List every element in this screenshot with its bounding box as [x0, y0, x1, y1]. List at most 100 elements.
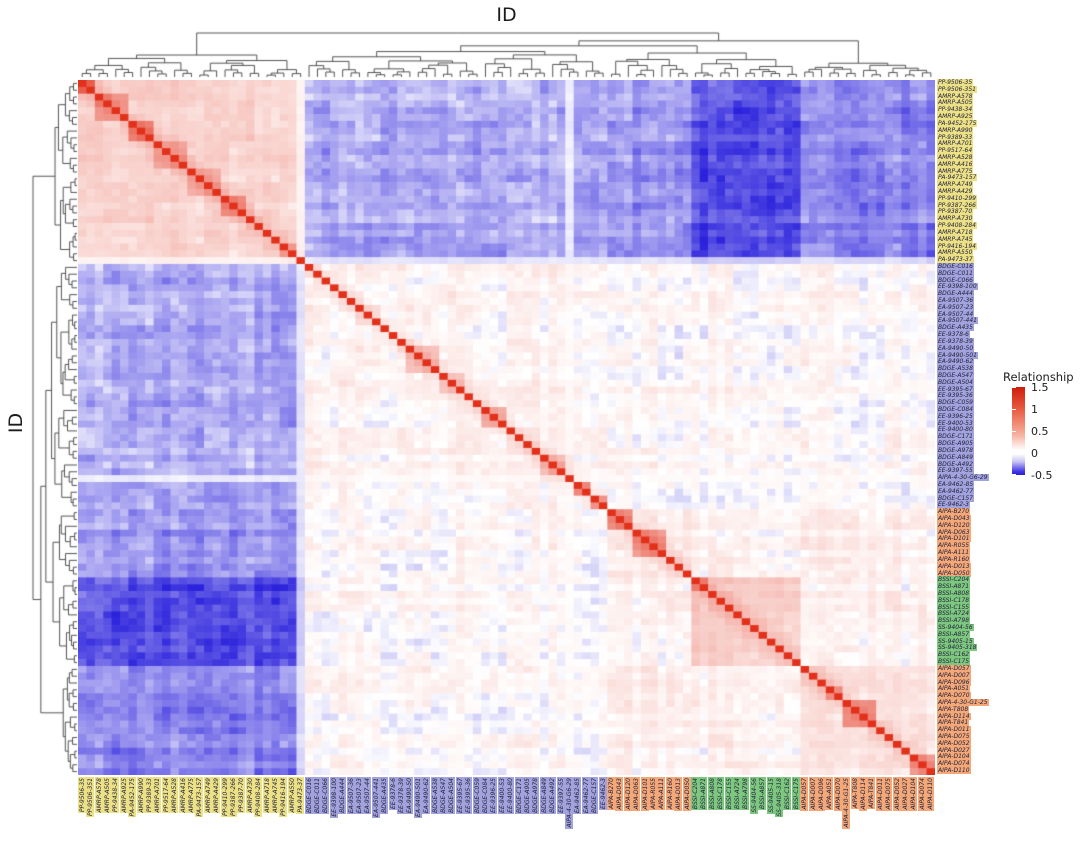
column-label: AMRP-A745 — [270, 777, 279, 814]
row-label: PP-9410-299 — [937, 194, 977, 202]
row-label: AIPA-T841 — [937, 719, 970, 727]
row-label: AMRP-A718 — [937, 228, 974, 236]
column-label: AMRP-A925 — [119, 777, 128, 814]
column-label: AMRP-A749 — [203, 777, 212, 814]
row-label: AIPA-A051 — [937, 685, 971, 693]
column-label: EE-9462-3 — [598, 777, 607, 810]
column-label: AIPA-D013 — [674, 777, 683, 811]
column-label: BDGE-C171 — [514, 777, 523, 814]
row-label: BDGE-A547 — [937, 371, 974, 379]
legend-tick-label: 0.5 — [1031, 425, 1049, 438]
column-label: PP-9517-64 — [161, 777, 170, 814]
column-label: EA-9462-77 — [581, 777, 590, 815]
row-label: PA-9452-175 — [937, 119, 978, 127]
row-label: AIPA-D101 — [937, 535, 971, 543]
column-label: EE-9395-67 — [455, 777, 464, 814]
column-label: AIPA-D063 — [632, 777, 641, 811]
column-label: EE-9378-6 — [388, 777, 397, 810]
column-label: EE-9400-53 — [497, 777, 506, 814]
column-label: EA-9490-50 — [405, 777, 414, 815]
row-label: EE-9397-55 — [937, 467, 974, 475]
row-label: EE-9400-53 — [937, 419, 974, 427]
column-label: SS-9404-56 — [749, 777, 758, 814]
column-label: AMRP-A775 — [186, 777, 195, 814]
column-label: EA-9507-23 — [354, 777, 363, 815]
column-label: BSSI-A871 — [699, 777, 708, 811]
row-label: BSSI-A808 — [937, 589, 971, 597]
row-label: BDGE-C059 — [937, 399, 974, 407]
legend-tick-label: 0 — [1031, 447, 1038, 460]
row-label: PP-9387-266 — [937, 201, 977, 209]
column-label: EE-9397-55 — [556, 777, 565, 814]
row-label: BDGE-A504 — [937, 378, 974, 386]
legend-tick-mark — [1012, 431, 1016, 432]
column-label: AIPA-D050 — [682, 777, 691, 811]
row-label: AIPA-R055 — [937, 542, 971, 550]
row-label: AIPA-D096 — [937, 678, 971, 686]
heatmap-canvas — [78, 80, 935, 775]
row-axis-title: ID — [5, 412, 27, 434]
row-label: BDGE-C011 — [937, 269, 974, 277]
row-label: AMRP-A990 — [937, 126, 974, 134]
row-label: SS-9405-318 — [937, 644, 978, 652]
row-label: BSSI-A857 — [937, 630, 971, 638]
column-label: BDGE-A538 — [430, 777, 439, 814]
column-label: AMRP-A701 — [153, 777, 162, 814]
row-label: AIPA-4-30-G6-29 — [937, 474, 989, 482]
column-label: EA-9507-44 — [363, 777, 372, 815]
row-label: AMRP-A925 — [937, 113, 974, 121]
column-label: BSSI-A798 — [741, 777, 750, 811]
row-label: AIPA-D110 — [937, 767, 971, 775]
row-label: BDGE-C084 — [937, 406, 974, 413]
row-label: BDGE-A905 — [937, 440, 974, 448]
row-label: PA-9473-37 — [937, 256, 974, 264]
row-label: AIPA-R160 — [937, 555, 971, 563]
legend-tick-mark — [1012, 387, 1016, 388]
row-label: PP-9408-284 — [937, 222, 977, 230]
column-label: EE-9398-100 — [329, 777, 338, 818]
row-label: EA-9507-44 — [937, 310, 975, 318]
legend: Relationship 1.5 1 0.5 0 -0.5 — [1003, 370, 1080, 482]
column-label: PP-9506-35 — [77, 777, 86, 814]
row-label: EE-9395-67 — [937, 385, 974, 393]
row-label: AIPA-D114 — [937, 712, 971, 720]
row-label: AMRP-A745 — [937, 235, 974, 243]
row-label: AIPA-A111 — [937, 549, 971, 557]
column-label: BDGE-A444 — [338, 777, 347, 814]
row-label: PP-9389-33 — [937, 133, 974, 141]
column-label: EA-9462-85 — [573, 777, 582, 815]
column-label: PA-9473-157 — [195, 777, 204, 818]
row-label: AIPA-D050 — [937, 569, 971, 577]
row-label: EE-9378-6 — [937, 331, 970, 339]
row-label: EA-9490-62 — [937, 358, 975, 366]
row-dendrogram — [28, 80, 78, 775]
column-label: BSSI-C162 — [783, 777, 792, 811]
row-label: AIPA-D075 — [937, 733, 971, 740]
column-label: AMRP-A416 — [178, 777, 187, 814]
column-label: BSSI-A724 — [733, 777, 742, 811]
row-label: BSSI-C155 — [937, 603, 971, 611]
column-label: BDGE-A435 — [380, 777, 389, 814]
column-label: AIPA-D110 — [926, 777, 935, 811]
column-label: PP-9408-284 — [254, 777, 263, 817]
column-label: AIPA-B270 — [607, 777, 616, 811]
row-label: EA-9490-50 — [937, 344, 975, 352]
row-label: BDGE-C171 — [937, 433, 974, 441]
column-label: AMRP-A505 — [102, 777, 111, 814]
column-label: BDGE-C011 — [312, 777, 321, 814]
row-label: BDGE-A538 — [937, 365, 974, 373]
row-label: EA-9462-85 — [937, 480, 975, 488]
column-label: AIPA-R055 — [649, 777, 658, 811]
row-label: PP-9438-34 — [937, 106, 974, 114]
row-label: BDGE-A492 — [937, 460, 974, 468]
row-label: BSSI-C175 — [937, 658, 971, 666]
column-label: BSSI-A808 — [707, 777, 716, 811]
row-label: AMRP-A578 — [937, 92, 974, 100]
column-label: BDGE-A547 — [438, 777, 447, 814]
row-label: AIPA-D070 — [937, 692, 971, 700]
row-label: EE-9378-39 — [937, 337, 974, 345]
legend-tick-label: 1.5 — [1031, 381, 1049, 394]
row-label: AIPA-D043 — [937, 515, 971, 522]
row-labels: PP-9506-35 PP-9506-351 AMRP-A578 AMRP-A505 P… — [937, 79, 1077, 775]
